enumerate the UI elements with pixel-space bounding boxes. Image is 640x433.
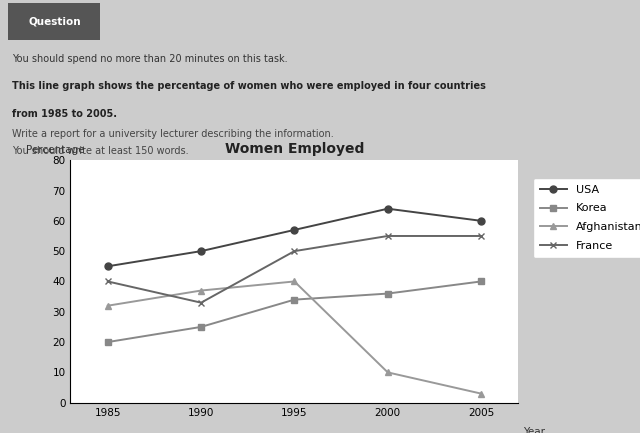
- Korea: [477, 279, 485, 284]
- Korea: [104, 339, 111, 345]
- Text: Write a report for a university lecturer describing the information.: Write a report for a university lecturer…: [12, 129, 333, 139]
- Text: Year: Year: [523, 427, 545, 433]
- Afghanistan: [197, 288, 205, 293]
- Text: from 1985 to 2005.: from 1985 to 2005.: [12, 109, 116, 119]
- USA: [104, 264, 111, 269]
- Korea: [197, 324, 205, 330]
- France: [291, 249, 298, 254]
- USA: [197, 249, 205, 254]
- Title: Women Employed: Women Employed: [225, 142, 364, 156]
- France: [477, 233, 485, 239]
- Legend: USA, Korea, Afghanistan, France: USA, Korea, Afghanistan, France: [533, 178, 640, 258]
- Text: This line graph shows the percentage of women who were employed in four countrie: This line graph shows the percentage of …: [12, 81, 485, 91]
- Korea: [384, 291, 392, 296]
- USA: [384, 206, 392, 211]
- Line: France: France: [104, 233, 484, 306]
- USA: [291, 227, 298, 233]
- Text: Question: Question: [28, 16, 81, 26]
- Korea: [291, 297, 298, 302]
- Afghanistan: [291, 279, 298, 284]
- Line: USA: USA: [104, 205, 484, 270]
- Text: Percentage: Percentage: [26, 145, 84, 155]
- France: [384, 233, 392, 239]
- Bar: [8, 3, 100, 40]
- France: [104, 279, 111, 284]
- Text: You should spend no more than 20 minutes on this task.: You should spend no more than 20 minutes…: [12, 54, 287, 64]
- Afghanistan: [477, 391, 485, 396]
- France: [197, 300, 205, 305]
- USA: [477, 218, 485, 223]
- Afghanistan: [384, 370, 392, 375]
- Line: Korea: Korea: [104, 278, 484, 346]
- Text: You should write at least 150 words.: You should write at least 150 words.: [12, 146, 188, 156]
- Line: Afghanistan: Afghanistan: [104, 278, 484, 397]
- Afghanistan: [104, 303, 111, 308]
